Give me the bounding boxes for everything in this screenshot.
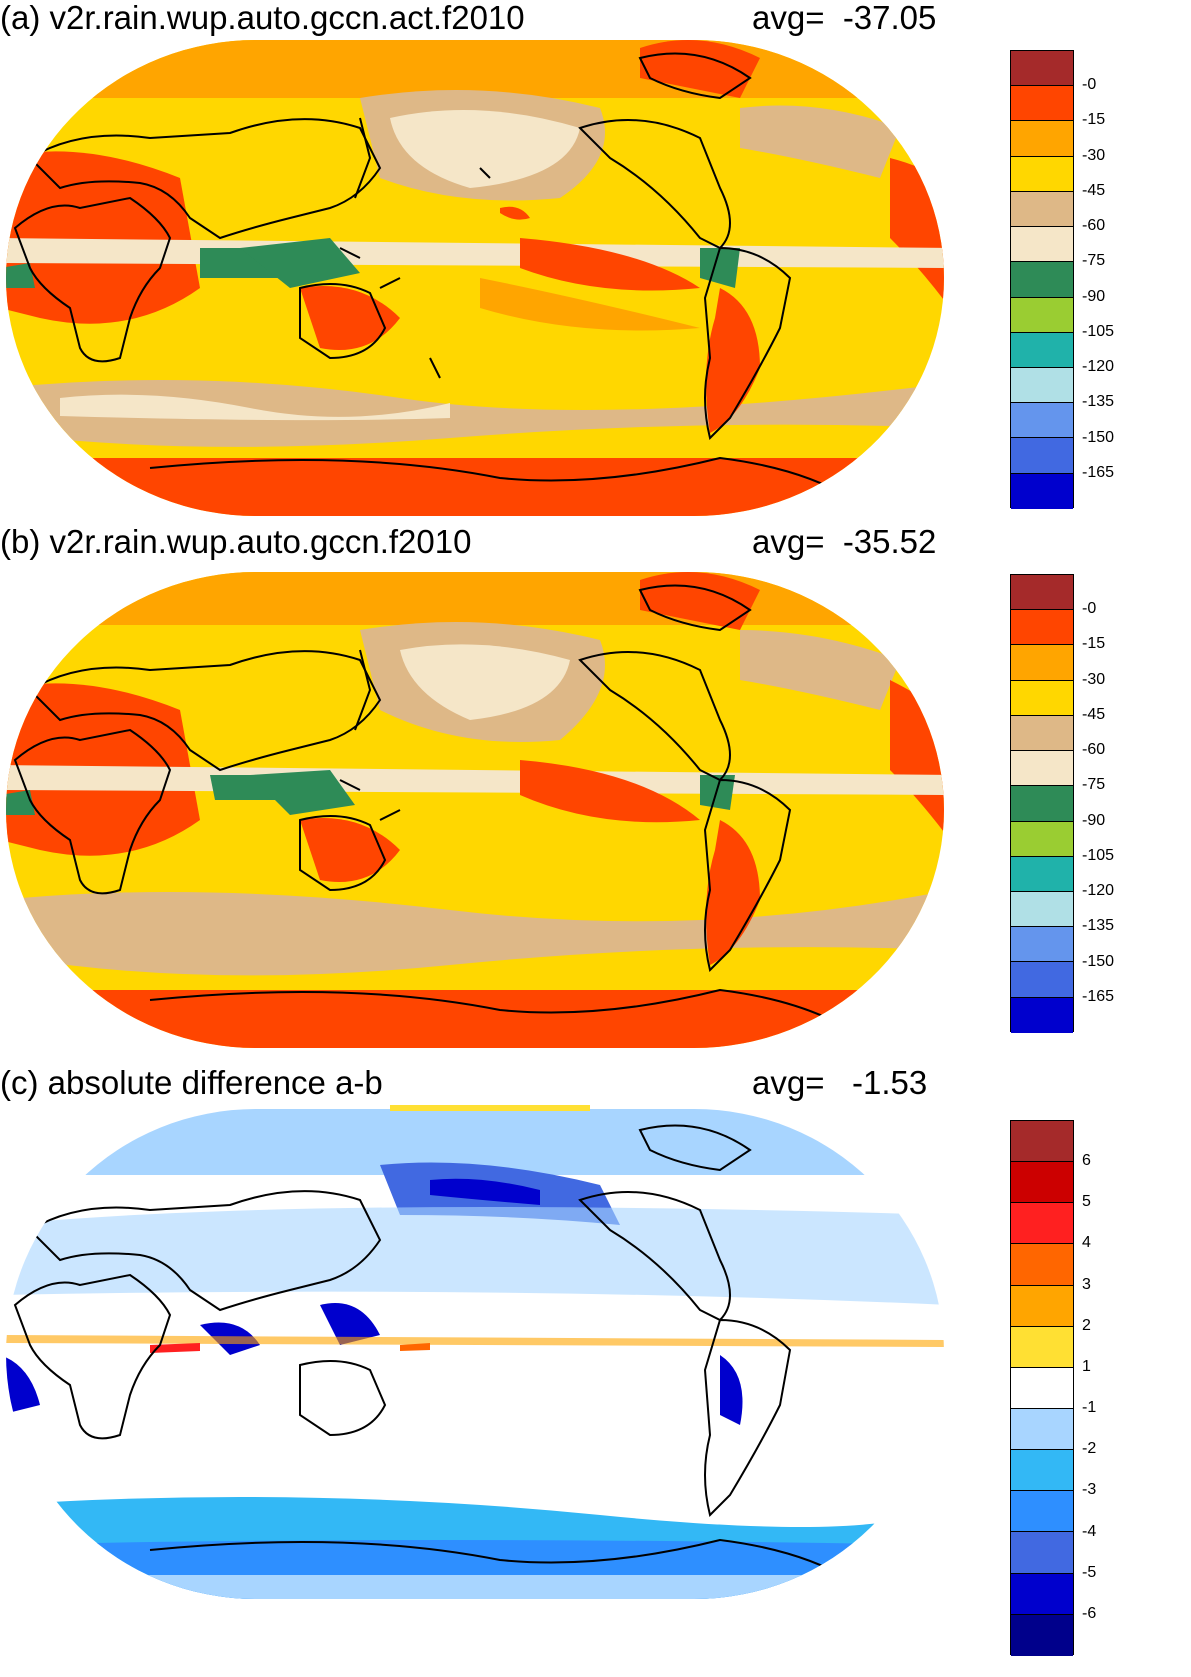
world-map bbox=[6, 40, 944, 516]
colorbar bbox=[1010, 574, 1074, 1033]
colorbar-tick-label: 3 bbox=[1082, 1275, 1091, 1293]
colorbar-tick-label: -15 bbox=[1082, 111, 1106, 129]
colorbar-tick-label: -120 bbox=[1082, 358, 1115, 376]
colorbar-swatch bbox=[1011, 610, 1073, 646]
colorbar-tick-label: -150 bbox=[1082, 428, 1115, 446]
panel-average: avg= -37.05 bbox=[752, 0, 937, 36]
colorbar-tick-label: -3 bbox=[1082, 1481, 1097, 1499]
colorbar-swatch bbox=[1011, 1326, 1073, 1368]
colorbar-tick-label: -30 bbox=[1082, 670, 1106, 688]
world-map bbox=[6, 572, 944, 1048]
colorbar-swatch bbox=[1011, 191, 1073, 228]
colorbar-swatch bbox=[1011, 962, 1073, 998]
colorbar-tick-label: -45 bbox=[1082, 705, 1106, 723]
colorbar-swatch bbox=[1011, 1162, 1073, 1204]
colorbar-tick-label: -4 bbox=[1082, 1522, 1097, 1540]
colorbar-swatch bbox=[1011, 86, 1073, 122]
colorbar-tick-label: -75 bbox=[1082, 776, 1106, 794]
colorbar-swatch bbox=[1011, 262, 1073, 298]
colorbar-swatch bbox=[1011, 227, 1073, 263]
colorbar-tick-label: -120 bbox=[1082, 882, 1115, 900]
panel-a: (a) v2r.rain.wup.auto.gccn.act.f2010 avg… bbox=[0, 0, 1191, 560]
colorbar-tick-label: -135 bbox=[1082, 393, 1115, 411]
colorbar-swatch bbox=[1011, 1450, 1073, 1492]
colorbar-swatch bbox=[1011, 1121, 1073, 1163]
colorbar-tick-label: -105 bbox=[1082, 322, 1115, 340]
colorbar-swatch bbox=[1011, 473, 1073, 509]
colorbar-tick-label: -0 bbox=[1082, 76, 1097, 94]
colorbar-swatch bbox=[1011, 821, 1073, 857]
colorbar-swatch bbox=[1011, 297, 1073, 333]
world-map bbox=[6, 1105, 944, 1599]
panel-title: (b) v2r.rain.wup.auto.gccn.f2010 bbox=[0, 523, 472, 560]
colorbar-swatch bbox=[1011, 680, 1073, 716]
colorbar-swatch bbox=[1011, 1367, 1073, 1409]
panel-average: avg= -35.52 bbox=[752, 523, 937, 560]
colorbar bbox=[1010, 50, 1074, 509]
colorbar-labels: -0 -15 -30 -45 -60 -75 -90 -105 -120 -135 -150 -165 bbox=[1082, 50, 1142, 508]
colorbar-tick-label: -0 bbox=[1082, 600, 1097, 618]
colorbar-swatch bbox=[1011, 1532, 1073, 1574]
panel-c: (c) absolute difference a-b avg= -1.53 bbox=[0, 1065, 1191, 1677]
colorbar-swatch bbox=[1011, 751, 1073, 787]
colorbar-tick-label: -75 bbox=[1082, 252, 1106, 270]
colorbar-tick-label: -45 bbox=[1082, 181, 1106, 199]
colorbar-swatch bbox=[1011, 1614, 1073, 1656]
colorbar-tick-label: -5 bbox=[1082, 1563, 1097, 1581]
colorbar-tick-label: -60 bbox=[1082, 741, 1106, 759]
colorbar-tick-label: -1 bbox=[1082, 1399, 1097, 1417]
colorbar-tick-label: -90 bbox=[1082, 811, 1106, 829]
colorbar-swatch bbox=[1011, 1285, 1073, 1327]
colorbar-swatch bbox=[1011, 927, 1073, 963]
colorbar-swatch bbox=[1011, 1573, 1073, 1615]
colorbar-labels: 6 5 4 3 2 1 -1 -2 -3 -4 -5 -6 bbox=[1082, 1120, 1142, 1655]
colorbar-tick-label: 2 bbox=[1082, 1316, 1091, 1334]
colorbar-swatch bbox=[1011, 891, 1073, 928]
panel-b: (b) v2r.rain.wup.auto.gccn.f2010 avg= -3… bbox=[0, 524, 1191, 1084]
colorbar-swatch bbox=[1011, 51, 1073, 87]
colorbar-tick-label: 1 bbox=[1082, 1357, 1091, 1375]
colorbar-tick-label: -30 bbox=[1082, 146, 1106, 164]
colorbar-swatch bbox=[1011, 156, 1073, 192]
colorbar-tick-label: 4 bbox=[1082, 1234, 1091, 1252]
colorbar-swatch bbox=[1011, 715, 1073, 752]
colorbar-swatch bbox=[1011, 1491, 1073, 1533]
colorbar-tick-label: -105 bbox=[1082, 846, 1115, 864]
colorbar-swatch bbox=[1011, 856, 1073, 892]
colorbar-tick-label: -135 bbox=[1082, 917, 1115, 935]
colorbar-tick-label: 5 bbox=[1082, 1193, 1091, 1211]
colorbar-swatch bbox=[1011, 1203, 1073, 1245]
colorbar-swatch bbox=[1011, 1408, 1073, 1451]
colorbar-swatch bbox=[1011, 332, 1073, 368]
colorbar-swatch bbox=[1011, 438, 1073, 474]
colorbar-tick-label: -150 bbox=[1082, 952, 1115, 970]
colorbar-swatch bbox=[1011, 645, 1073, 681]
colorbar-swatch bbox=[1011, 121, 1073, 157]
colorbar-swatch bbox=[1011, 786, 1073, 822]
colorbar-tick-label: -2 bbox=[1082, 1440, 1097, 1458]
colorbar-swatch bbox=[1011, 367, 1073, 404]
panel-title: (a) v2r.rain.wup.auto.gccn.act.f2010 bbox=[0, 0, 525, 36]
panel-average: avg= -1.53 bbox=[752, 1064, 928, 1101]
colorbar-tick-label: -6 bbox=[1082, 1604, 1097, 1622]
colorbar-tick-label: -165 bbox=[1082, 987, 1115, 1005]
colorbar-tick-label: 6 bbox=[1082, 1152, 1091, 1170]
colorbar-swatch bbox=[1011, 403, 1073, 439]
colorbar-labels: -0 -15 -30 -45 -60 -75 -90 -105 -120 -135 -150 -165 bbox=[1082, 574, 1142, 1032]
colorbar-tick-label: -90 bbox=[1082, 287, 1106, 305]
colorbar-tick-label: -15 bbox=[1082, 635, 1106, 653]
colorbar bbox=[1010, 1120, 1074, 1656]
colorbar-swatch bbox=[1011, 575, 1073, 611]
panel-title: (c) absolute difference a-b bbox=[0, 1064, 383, 1101]
colorbar-tick-label: -60 bbox=[1082, 217, 1106, 235]
colorbar-tick-label: -165 bbox=[1082, 463, 1115, 481]
colorbar-swatch bbox=[1011, 1244, 1073, 1286]
colorbar-swatch bbox=[1011, 997, 1073, 1033]
